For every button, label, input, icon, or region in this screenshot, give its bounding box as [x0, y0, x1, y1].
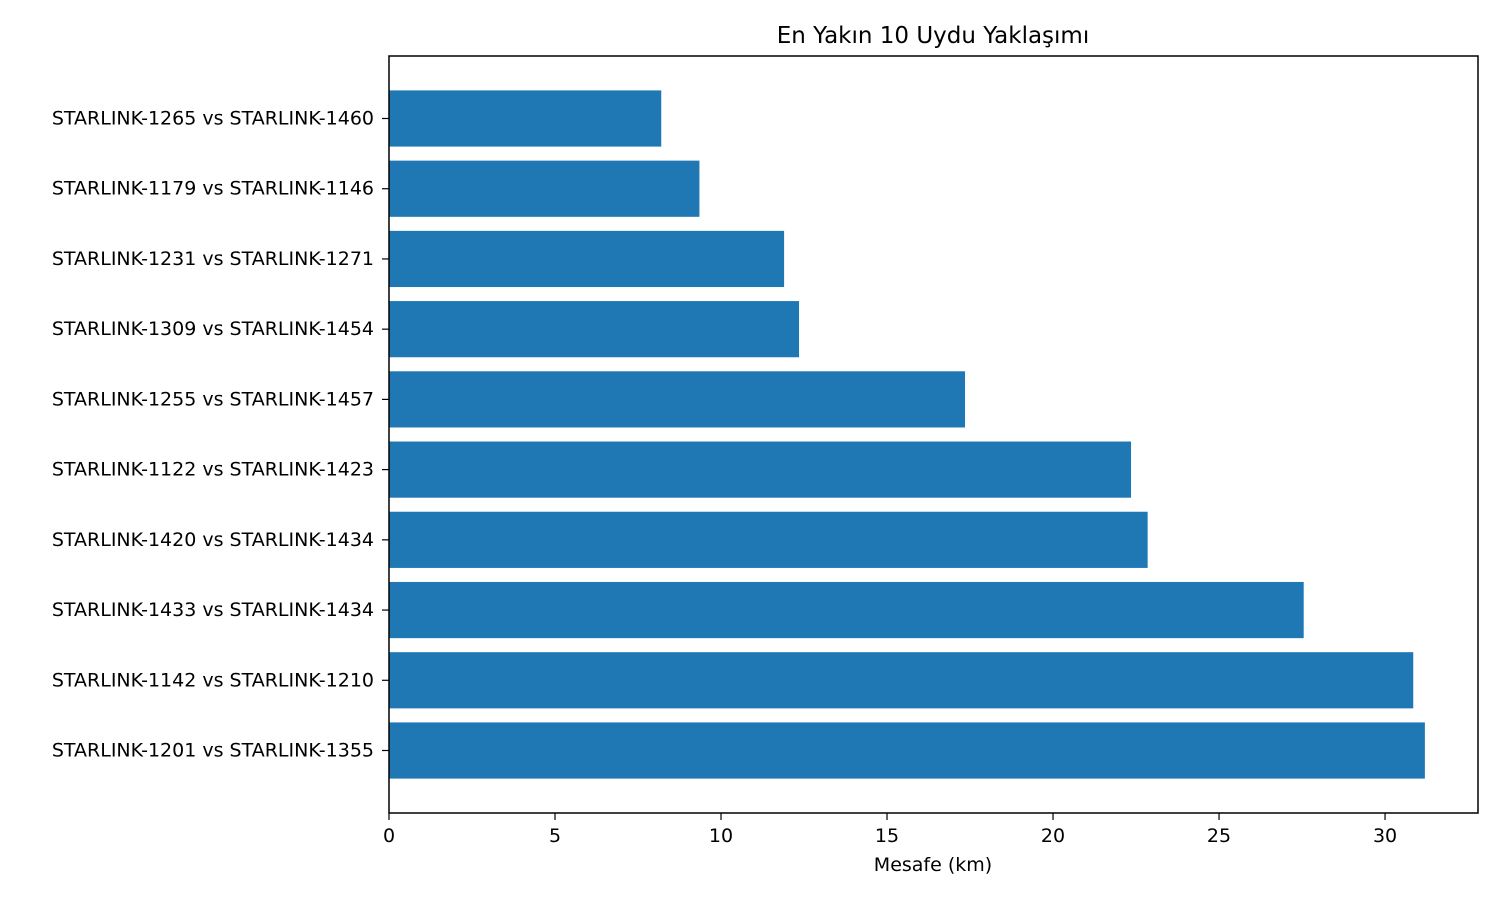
bar	[389, 652, 1414, 709]
bar	[389, 301, 800, 358]
y-axis-ticks: STARLINK-1265 vs STARLINK-1460 STARLINK-1…	[52, 107, 389, 762]
y-tick-label: STARLINK-1201 vs STARLINK-1355	[52, 740, 374, 762]
x-tick-label: 5	[549, 825, 561, 847]
bar	[389, 441, 1132, 498]
y-tick-label: STARLINK-1433 vs STARLINK-1434	[52, 599, 374, 621]
x-axis-label: Mesafe (km)	[874, 854, 992, 876]
bars-group	[389, 90, 1425, 779]
y-tick-label: STARLINK-1179 vs STARLINK-1146	[52, 178, 374, 200]
bar	[389, 90, 662, 147]
x-tick-label: 30	[1373, 825, 1397, 847]
bar	[389, 371, 966, 428]
bar	[389, 160, 700, 217]
x-tick-label: 25	[1207, 825, 1231, 847]
x-tick-label: 15	[875, 825, 899, 847]
y-tick-label: STARLINK-1231 vs STARLINK-1271	[52, 248, 374, 270]
x-axis-ticks: 0 5 10 15 20 25 30	[383, 813, 1397, 847]
bar	[389, 511, 1148, 568]
y-tick-label: STARLINK-1265 vs STARLINK-1460	[52, 107, 374, 129]
y-tick-label: STARLINK-1142 vs STARLINK-1210	[52, 669, 374, 691]
y-tick-label: STARLINK-1309 vs STARLINK-1454	[52, 318, 374, 340]
x-tick-label: 0	[383, 825, 395, 847]
y-tick-label: STARLINK-1255 vs STARLINK-1457	[52, 388, 374, 410]
bar	[389, 581, 1304, 639]
x-tick-label: 20	[1041, 825, 1065, 847]
bar	[389, 722, 1425, 779]
plot-area-frame	[388, 55, 1479, 814]
chart-title: En Yakın 10 Uydu Yaklaşımı	[777, 23, 1089, 49]
x-tick-label: 10	[709, 825, 733, 847]
y-tick-label: STARLINK-1122 vs STARLINK-1423	[52, 459, 374, 481]
y-tick-label: STARLINK-1420 vs STARLINK-1434	[52, 529, 374, 551]
bar	[389, 230, 785, 288]
